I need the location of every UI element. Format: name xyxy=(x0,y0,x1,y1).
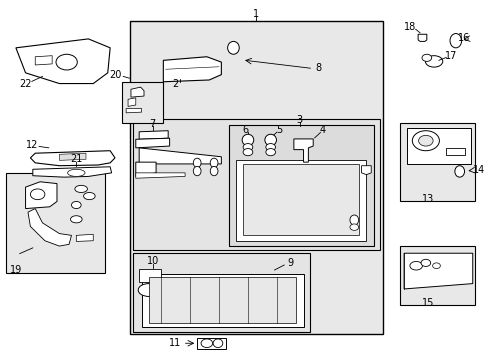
Bar xyxy=(6,173,105,273)
Polygon shape xyxy=(445,148,465,155)
Text: 11: 11 xyxy=(169,338,181,347)
Ellipse shape xyxy=(265,144,275,151)
Text: 16: 16 xyxy=(457,33,469,43)
Bar xyxy=(133,119,379,249)
Ellipse shape xyxy=(56,54,77,70)
Text: 19: 19 xyxy=(10,265,22,275)
Ellipse shape xyxy=(349,224,358,230)
Polygon shape xyxy=(59,153,86,160)
Ellipse shape xyxy=(411,131,439,151)
Polygon shape xyxy=(235,160,366,241)
Bar xyxy=(129,21,383,334)
Polygon shape xyxy=(136,162,156,176)
Polygon shape xyxy=(131,87,143,97)
Polygon shape xyxy=(406,128,470,164)
Text: 17: 17 xyxy=(444,51,456,61)
Polygon shape xyxy=(361,166,370,175)
Bar xyxy=(122,82,163,123)
Polygon shape xyxy=(417,34,426,41)
Ellipse shape xyxy=(349,215,358,225)
Polygon shape xyxy=(33,167,111,177)
Ellipse shape xyxy=(210,166,218,176)
Ellipse shape xyxy=(264,134,276,146)
Polygon shape xyxy=(126,109,142,113)
Text: 10: 10 xyxy=(146,256,159,266)
Ellipse shape xyxy=(227,41,239,54)
Text: 13: 13 xyxy=(421,194,433,204)
Text: 15: 15 xyxy=(421,297,433,307)
Text: 4: 4 xyxy=(319,125,325,135)
Ellipse shape xyxy=(193,166,201,176)
Polygon shape xyxy=(16,39,110,84)
Ellipse shape xyxy=(432,263,440,269)
Polygon shape xyxy=(403,253,472,289)
Ellipse shape xyxy=(420,259,430,266)
Polygon shape xyxy=(139,131,168,139)
Ellipse shape xyxy=(421,54,431,62)
Bar xyxy=(133,253,309,332)
Polygon shape xyxy=(28,208,71,246)
Text: 20: 20 xyxy=(109,69,121,80)
Polygon shape xyxy=(197,338,226,348)
Text: 12: 12 xyxy=(25,140,38,150)
Bar xyxy=(399,123,474,202)
Ellipse shape xyxy=(213,339,223,347)
Polygon shape xyxy=(243,164,358,235)
Bar xyxy=(139,269,161,282)
Polygon shape xyxy=(128,98,136,107)
Text: 8: 8 xyxy=(314,63,321,73)
Polygon shape xyxy=(293,139,313,162)
Ellipse shape xyxy=(30,189,45,200)
Polygon shape xyxy=(136,173,185,178)
Ellipse shape xyxy=(454,166,464,177)
Polygon shape xyxy=(142,274,303,327)
Text: 18: 18 xyxy=(403,22,415,32)
Ellipse shape xyxy=(193,158,201,167)
Ellipse shape xyxy=(265,149,275,156)
Text: 9: 9 xyxy=(286,258,292,268)
Text: 22: 22 xyxy=(19,78,32,89)
Ellipse shape xyxy=(70,216,82,223)
Bar xyxy=(228,125,373,246)
Polygon shape xyxy=(25,182,57,208)
Polygon shape xyxy=(76,234,93,242)
Text: 5: 5 xyxy=(275,125,282,135)
Polygon shape xyxy=(30,151,115,166)
Polygon shape xyxy=(163,57,221,82)
Text: 1: 1 xyxy=(253,9,259,19)
Ellipse shape xyxy=(75,185,87,193)
Polygon shape xyxy=(148,277,296,323)
Ellipse shape xyxy=(242,134,253,146)
Ellipse shape xyxy=(449,33,461,48)
Bar xyxy=(399,246,474,305)
Polygon shape xyxy=(35,56,52,65)
Text: 7: 7 xyxy=(149,118,156,129)
Ellipse shape xyxy=(210,158,218,167)
Text: 2: 2 xyxy=(172,79,178,89)
Ellipse shape xyxy=(418,135,432,146)
Ellipse shape xyxy=(83,193,95,200)
Ellipse shape xyxy=(243,149,252,156)
Ellipse shape xyxy=(409,261,422,270)
Text: 3: 3 xyxy=(296,115,302,125)
Polygon shape xyxy=(139,148,221,164)
Text: 14: 14 xyxy=(472,165,484,175)
Ellipse shape xyxy=(201,339,212,347)
Ellipse shape xyxy=(71,202,81,208)
Ellipse shape xyxy=(67,169,85,176)
Ellipse shape xyxy=(138,284,159,296)
Ellipse shape xyxy=(243,144,252,151)
Polygon shape xyxy=(136,138,169,148)
Ellipse shape xyxy=(425,56,442,67)
Text: 6: 6 xyxy=(242,125,248,135)
Text: 21: 21 xyxy=(70,154,82,164)
